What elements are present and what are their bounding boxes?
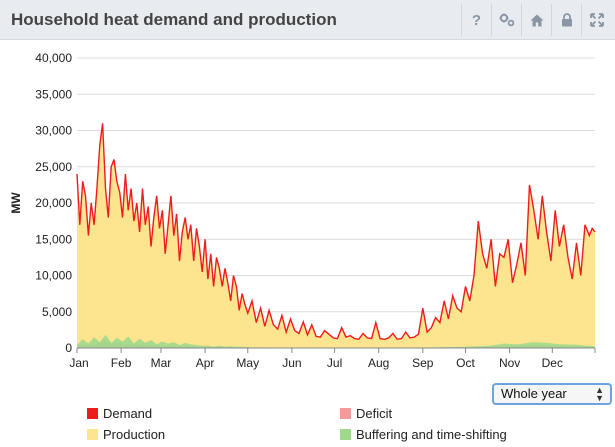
chart-title: Household heat demand and production bbox=[11, 10, 337, 29]
settings-icon[interactable] bbox=[491, 4, 521, 36]
period-select[interactable]: Whole year ▲ ▼ bbox=[492, 383, 612, 405]
y-tick-label: 25,000 bbox=[35, 160, 72, 174]
help-icon[interactable]: ? bbox=[461, 4, 491, 36]
legend-demand-swatch bbox=[87, 408, 98, 419]
y-tick-label: 5,000 bbox=[42, 305, 72, 319]
legend-production[interactable]: Production bbox=[87, 427, 165, 442]
heat-chart: 0 5,000 10,000 15,000 20,000 25,000 30,000 35,0… bbox=[9, 51, 596, 370]
legend-production-label: Production bbox=[103, 427, 166, 442]
legend-demand-label: Demand bbox=[103, 406, 153, 421]
legend-deficit[interactable]: Deficit bbox=[340, 406, 392, 421]
chart-header: Household heat demand and production ? bbox=[0, 0, 615, 40]
legend-production-swatch bbox=[87, 429, 98, 440]
y-tick-label: 15,000 bbox=[35, 232, 72, 246]
expand-icon[interactable] bbox=[581, 4, 611, 36]
legend-buffering[interactable]: Buffering and time-shifting bbox=[340, 427, 507, 442]
x-tick-label-may: May bbox=[236, 356, 259, 370]
x-tick-label-oct: Oct bbox=[456, 356, 475, 370]
production-area bbox=[77, 123, 595, 348]
y-tick-label: 35,000 bbox=[35, 87, 72, 101]
x-tick-label-dec: Dec bbox=[542, 356, 563, 370]
period-select-value: Whole year bbox=[501, 386, 567, 401]
lock-icon[interactable] bbox=[551, 4, 581, 36]
x-tick-label-jul: Jul bbox=[327, 356, 342, 370]
y-tick-label: 0 bbox=[65, 341, 72, 355]
legend-deficit-label: Deficit bbox=[356, 406, 393, 421]
legend-buffering-swatch bbox=[340, 429, 351, 440]
demand-line bbox=[76, 123, 596, 341]
x-tick-label-jun: Jun bbox=[282, 356, 301, 370]
legend-demand[interactable]: Demand bbox=[87, 406, 152, 421]
x-tick-label-mar: Mar bbox=[151, 356, 172, 370]
x-tick-label-jan: Jan bbox=[69, 356, 88, 370]
y-axis-label: MW bbox=[9, 192, 23, 214]
toolbar: ? bbox=[461, 4, 611, 36]
y-tick-label: 10,000 bbox=[35, 269, 72, 283]
legend-deficit-swatch bbox=[340, 408, 351, 419]
y-tick-label: 40,000 bbox=[35, 51, 72, 65]
x-tick-label-apr: Apr bbox=[196, 356, 215, 370]
legend-buffering-label: Buffering and time-shifting bbox=[356, 427, 507, 442]
y-tick-label: 30,000 bbox=[35, 124, 72, 138]
home-icon[interactable] bbox=[521, 4, 551, 36]
x-tick-label-aug: Aug bbox=[368, 356, 389, 370]
x-tick-label-nov: Nov bbox=[499, 356, 520, 370]
x-tick-label-feb: Feb bbox=[111, 356, 132, 370]
select-arrows-icon: ▲ ▼ bbox=[595, 385, 604, 403]
y-tick-label: 20,000 bbox=[35, 196, 72, 210]
x-tick-label-sep: Sep bbox=[412, 356, 434, 370]
buffering-area bbox=[77, 334, 595, 348]
